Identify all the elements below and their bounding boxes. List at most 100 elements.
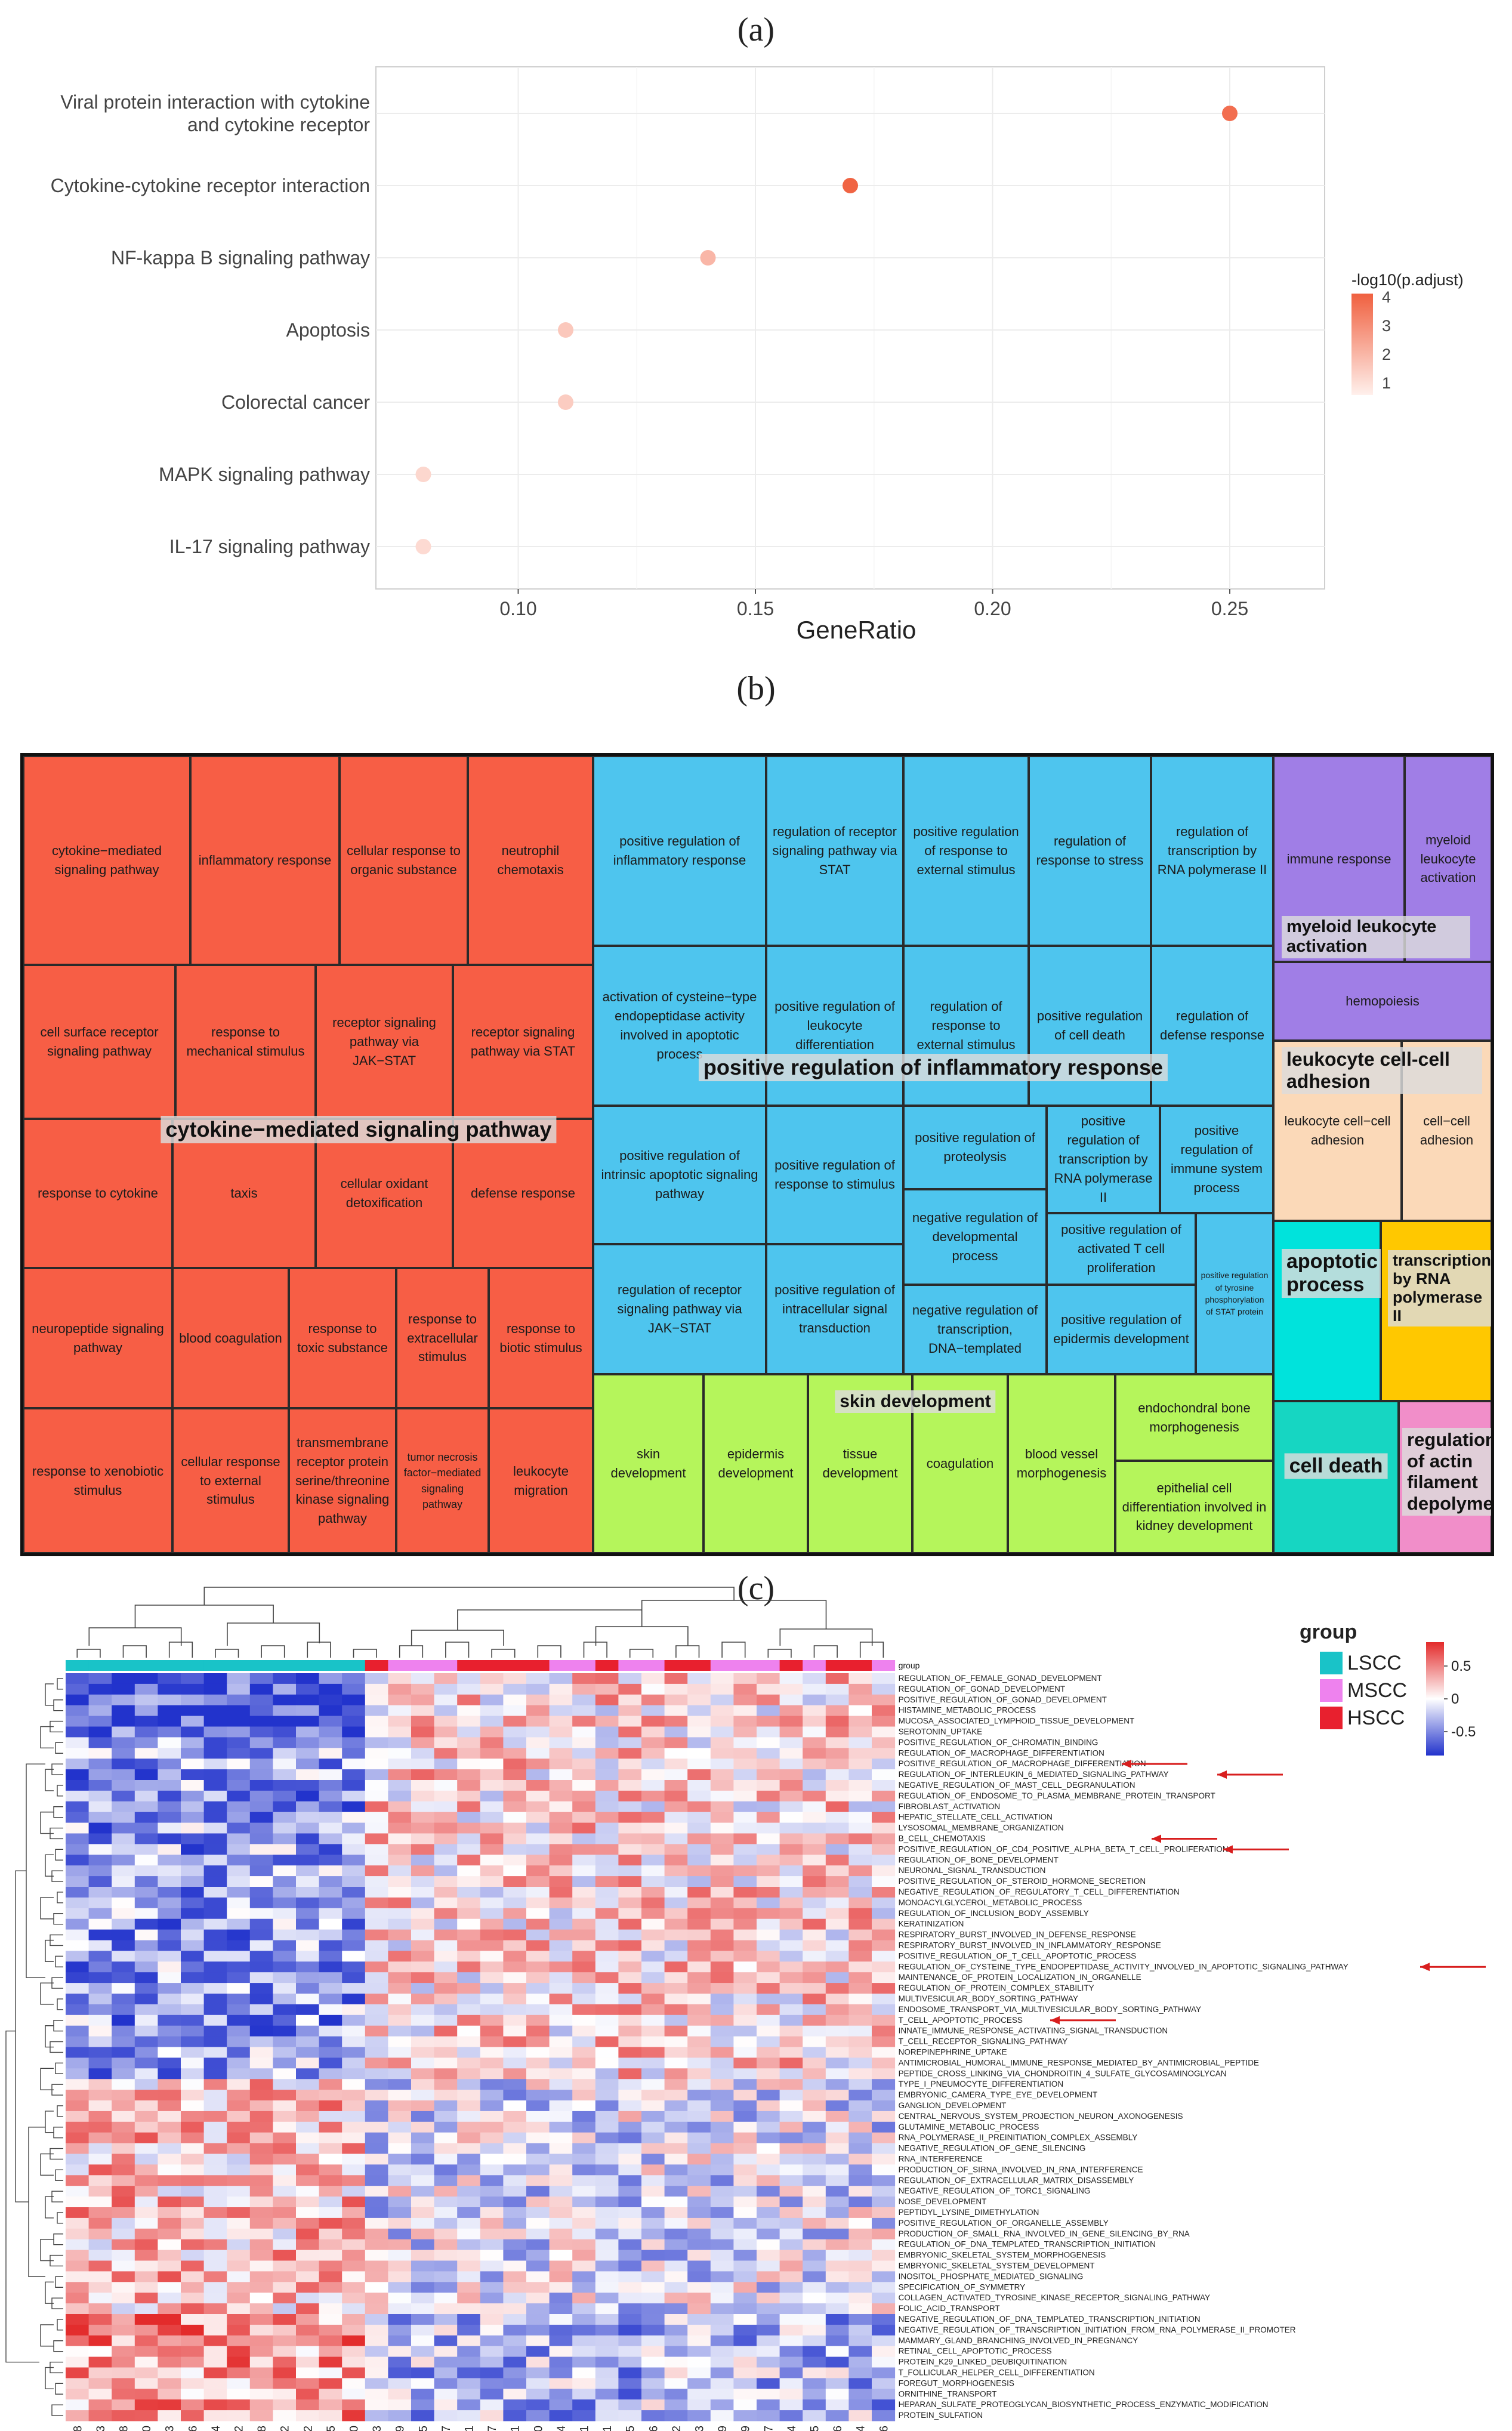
heatmap-cell — [687, 2282, 711, 2293]
treemap-tile: blood coagulation — [172, 1268, 289, 1408]
treemap-tile: positive regulation of tyrosine phosphor… — [1196, 1213, 1273, 1374]
heatmap-cell — [872, 1769, 896, 1781]
heatmap-cell — [365, 2271, 388, 2282]
row-label: GLUTAMINE_METABOLIC_PROCESS — [899, 2123, 1039, 2131]
heatmap-cell — [872, 2282, 896, 2293]
heatmap-cell — [710, 1865, 734, 1877]
heatmap-cell — [848, 2186, 872, 2197]
heatmap-cell — [872, 1908, 896, 1920]
heatmap-cell — [687, 1983, 711, 1994]
heatmap-cell — [411, 2271, 435, 2282]
heatmap-cell — [618, 2079, 642, 2090]
heatmap-cell — [872, 1726, 896, 1738]
heatmap-cell — [757, 2186, 780, 2197]
heatmap-cell — [365, 2025, 388, 2037]
treemap-group-label: leukocyte cell-cell adhesion — [1282, 1047, 1482, 1094]
heatmap-cell — [549, 2164, 573, 2176]
heatmap-cell — [203, 2154, 227, 2165]
heatmap-cell — [365, 1994, 388, 2005]
heatmap-cell — [365, 1769, 388, 1781]
heatmap-cell — [595, 1887, 619, 1898]
heatmap-cell — [411, 1876, 435, 1887]
heatmap-cell — [365, 2111, 388, 2123]
heatmap-cell — [641, 2399, 665, 2411]
heatmap-cell — [434, 2047, 458, 2058]
heatmap-cell — [365, 1726, 388, 1738]
heatmap-cell — [641, 2389, 665, 2400]
heatmap-cell — [872, 2196, 896, 2208]
heatmap-cell — [757, 2389, 780, 2400]
heatmap-cell — [88, 2143, 112, 2154]
heatmap-cell — [572, 2260, 596, 2272]
heatmap-cell — [273, 2324, 297, 2336]
heatmap-cell — [434, 2079, 458, 2090]
heatmap-cell — [203, 1983, 227, 1994]
heatmap-cell — [388, 1726, 412, 1738]
dendrogram-branch — [45, 2367, 54, 2390]
group-annotation-cell — [319, 1660, 342, 1671]
heatmap-cell — [779, 1705, 803, 1717]
dendrogram-branch — [779, 1628, 873, 1646]
heatmap-cell — [66, 2314, 90, 2325]
heatmap-cell — [825, 1780, 849, 1791]
heatmap-cell — [134, 1683, 158, 1695]
heatmap-cell — [549, 2121, 573, 2133]
heatmap-cell — [365, 2346, 388, 2358]
x-tick-label: 0.15 — [737, 598, 774, 619]
heatmap-cell — [618, 1705, 642, 1717]
heatmap-cell — [181, 2132, 205, 2144]
heatmap-cell — [825, 2154, 849, 2165]
heatmap-cell — [595, 1940, 619, 1951]
heatmap-cell — [803, 1833, 826, 1844]
heatmap-cell — [687, 2186, 711, 2197]
heatmap-cell — [365, 2410, 388, 2421]
heatmap-cell — [158, 2260, 181, 2272]
heatmap-cell — [733, 2346, 757, 2358]
dendrogram-branch — [767, 1649, 792, 1658]
heatmap-cell — [66, 2111, 90, 2123]
group-annotation-cell — [595, 1660, 619, 1671]
heatmap-cell — [503, 2154, 527, 2165]
heatmap-cell — [825, 1833, 849, 1844]
heatmap-cell — [158, 1759, 181, 1770]
heatmap-cell — [88, 2324, 112, 2336]
heatmap-cell — [733, 2175, 757, 2186]
heatmap-cell — [872, 2324, 896, 2336]
heatmap-cell — [549, 1994, 573, 2005]
heatmap-cell — [779, 1780, 803, 1791]
heatmap-cell — [779, 2164, 803, 2176]
heatmap-cell — [664, 2068, 688, 2080]
heatmap-cell — [503, 2164, 527, 2176]
heatmap-cell — [342, 2100, 366, 2112]
heatmap-cell — [388, 1855, 412, 1866]
heatmap-cell — [526, 1822, 550, 1834]
heatmap-cell — [411, 2314, 435, 2325]
heatmap-cell — [388, 2346, 412, 2358]
heatmap-cell — [203, 2111, 227, 2123]
treemap-group-label: myeloid leukocyte activation — [1282, 916, 1470, 958]
heatmap-cell — [342, 2154, 366, 2165]
heatmap-cell — [757, 2143, 780, 2154]
heatmap-cell — [687, 2303, 711, 2315]
heatmap-cell — [365, 2014, 388, 2026]
heatmap-cell — [687, 2378, 711, 2389]
heatmap-cell — [273, 2378, 297, 2389]
heatmap-cell — [664, 2196, 688, 2208]
heatmap-cell — [710, 1918, 734, 1930]
heatmap-cell — [112, 1801, 135, 1813]
heatmap-cell — [710, 2399, 734, 2411]
heatmap-cell — [66, 2186, 90, 2197]
heatmap-cell — [365, 2154, 388, 2165]
heatmap-cell — [227, 1822, 251, 1834]
heatmap-cell — [88, 1759, 112, 1770]
heatmap-cell — [572, 2047, 596, 2058]
heatmap-cell — [388, 2260, 412, 2272]
heatmap-cell — [480, 2271, 504, 2282]
heatmap-cell — [549, 1940, 573, 1951]
heatmap-cell — [779, 1940, 803, 1951]
heatmap-cell — [757, 1812, 780, 1824]
heatmap-cell — [733, 2399, 757, 2411]
heatmap-cell — [342, 1780, 366, 1791]
heatmap-cell — [757, 2293, 780, 2304]
heatmap-cell — [66, 2367, 90, 2378]
